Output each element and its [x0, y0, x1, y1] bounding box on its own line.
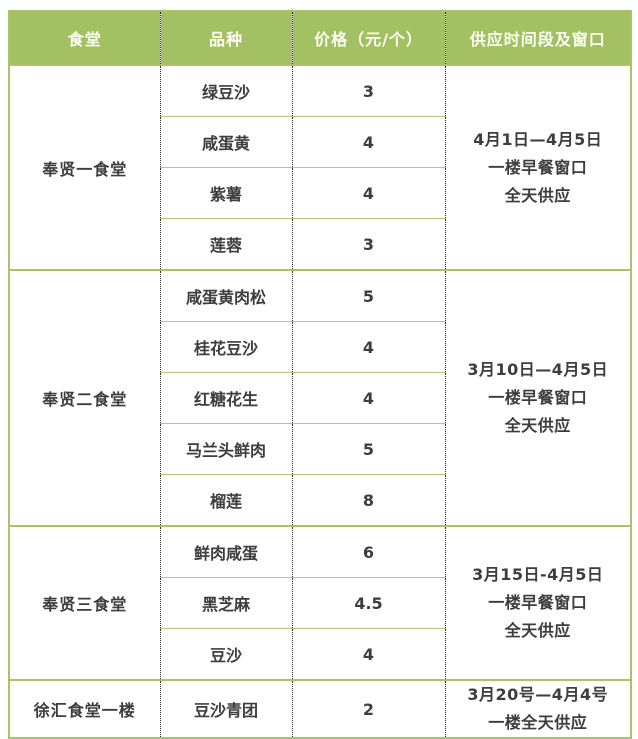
item-row: 马兰头鲜肉 5 — [9, 423, 631, 475]
price-cell: 3 — [291, 64, 446, 117]
item-row: 奉贤二食堂 咸蛋黄肉松 5 3月10日—4月5日 一楼早餐窗口 全天供应 — [8, 269, 632, 526]
item-name-cell: 红糖花生 — [159, 372, 293, 424]
canteen-cell: 奉贤二食堂 — [8, 269, 161, 526]
supply-line: 4月1日—4月5日 — [473, 129, 603, 149]
price-cell: 4 — [291, 628, 446, 681]
item-row: 徐汇食堂一楼 豆沙青团 2 3月20号—4月4号 一楼全天供应 — [8, 679, 632, 739]
header-row: 食堂 品种 价格（元/个） 供应时间段及窗口 — [8, 11, 632, 65]
price-cell: 4 — [291, 321, 446, 373]
header-cell-price: 价格（元/个） — [291, 11, 446, 65]
price-cell: 4 — [291, 116, 446, 168]
item-name-cell: 咸蛋黄肉松 — [159, 269, 293, 322]
item-row: 咸蛋黄 4 — [9, 116, 631, 168]
supply-line: 全天供应 — [504, 185, 571, 205]
supply-line: 3月15日-4月5日 — [472, 565, 604, 584]
price-cell: 3 — [291, 218, 446, 271]
canteen-cell: 徐汇食堂一楼 — [8, 679, 161, 738]
item-name-cell: 紫薯 — [159, 167, 293, 219]
supply-cell: 3月20号—4月4号 一楼全天供应 — [444, 679, 632, 738]
item-row: 桂花豆沙 4 — [9, 321, 631, 373]
item-row: 黑芝麻 4.5 — [9, 577, 631, 629]
item-name-cell: 桂花豆沙 — [159, 321, 293, 373]
price-cell: 8 — [291, 474, 446, 527]
supply-cell: 3月15日-4月5日 一楼早餐窗口 全天供应 — [444, 525, 632, 680]
table-header: 食堂 品种 价格（元/个） 供应时间段及窗口 — [8, 11, 632, 65]
canteen-table-body: 奉贤一食堂 绿豆沙 3 4月1日—4月5日 一楼早餐窗口 全天供应 咸蛋黄 4 紫薯 4 莲蓉 3 奉贤… — [8, 64, 632, 739]
supply-line: 全天供应 — [504, 621, 571, 640]
price-cell: 4 — [291, 372, 446, 424]
item-name-cell: 鲜肉咸蛋 — [159, 525, 293, 578]
supply-line: 全天供应 — [504, 416, 571, 435]
supply-line: 一楼全天供应 — [488, 713, 588, 732]
supply-line: 3月20号—4月4号 — [467, 685, 609, 704]
header-cell-canteen: 食堂 — [8, 11, 161, 65]
supply-line: 一楼早餐窗口 — [488, 157, 588, 177]
price-cell: 5 — [291, 269, 446, 322]
item-name-cell: 黑芝麻 — [159, 577, 293, 629]
item-row: 豆沙 4 — [9, 628, 631, 681]
canteen-price-table: 食堂 品种 价格（元/个） 供应时间段及窗口 奉贤一食堂 绿豆沙 3 4月1日—4月5… — [8, 10, 632, 739]
canteen-cell: 奉贤三食堂 — [8, 525, 161, 680]
item-row: 奉贤一食堂 绿豆沙 3 4月1日—4月5日 一楼早餐窗口 全天供应 — [8, 64, 632, 270]
price-cell: 5 — [291, 423, 446, 475]
header-cell-supply: 供应时间段及窗口 — [444, 11, 632, 65]
item-row: 莲蓉 3 — [9, 218, 631, 271]
supply-line: 3月10日—4月5日 — [467, 360, 609, 379]
item-row: 紫薯 4 — [9, 167, 631, 219]
page: 食堂 品种 价格（元/个） 供应时间段及窗口 奉贤一食堂 绿豆沙 3 4月1日—4月5… — [8, 10, 632, 739]
price-cell: 6 — [291, 525, 446, 578]
item-name-cell: 马兰头鲜肉 — [159, 423, 293, 475]
item-row: 奉贤三食堂 鲜肉咸蛋 6 3月15日-4月5日 一楼早餐窗口 全天供应 — [8, 525, 632, 680]
item-name-cell: 豆沙青团 — [159, 679, 293, 739]
price-cell: 4 — [291, 167, 446, 219]
item-row: 红糖花生 4 — [9, 372, 631, 424]
price-cell: 4.5 — [291, 577, 446, 629]
item-name-cell: 咸蛋黄 — [159, 116, 293, 168]
item-row: 榴莲 8 — [9, 474, 631, 527]
supply-cell: 3月10日—4月5日 一楼早餐窗口 全天供应 — [444, 269, 632, 526]
supply-cell: 4月1日—4月5日 一楼早餐窗口 全天供应 — [444, 64, 632, 270]
canteen-cell: 奉贤一食堂 — [8, 64, 161, 270]
item-name-cell: 榴莲 — [159, 474, 293, 527]
item-name-cell: 莲蓉 — [159, 218, 293, 271]
supply-line: 一楼早餐窗口 — [488, 388, 588, 407]
item-name-cell: 绿豆沙 — [159, 64, 293, 117]
price-cell: 2 — [291, 679, 446, 739]
supply-line: 一楼早餐窗口 — [488, 593, 588, 612]
item-name-cell: 豆沙 — [159, 628, 293, 681]
header-cell-variety: 品种 — [159, 11, 293, 65]
